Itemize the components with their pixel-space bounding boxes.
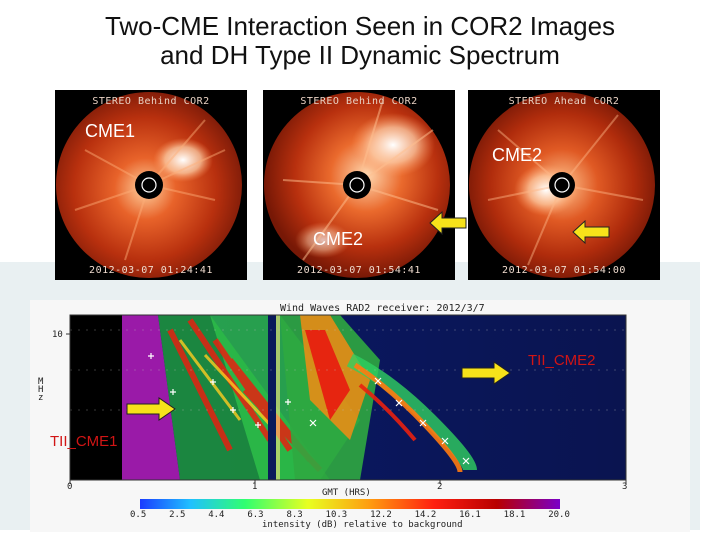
y-axis-label: MHz: [38, 377, 44, 403]
colorbar-tick: 18.1: [503, 510, 526, 520]
colorbar-tick: 20.0: [548, 510, 570, 520]
colorbar-tick: 12.2: [370, 510, 392, 520]
cor2-image-panel-1: STEREO Behind COR2 2012-03-07 01:24:41: [55, 90, 247, 280]
arrow-left-icon: [572, 219, 610, 245]
cme2-label-middle: CME2: [313, 229, 364, 249]
title-line-1: Two-CME Interaction Seen in COR2 Images: [104, 11, 616, 41]
colorbar-tick: 6.3: [247, 510, 264, 520]
colorbar-ticks: 0.5 2.5 4.4 6.3 8.3 10.3 12.2 14.2 16.1 …: [130, 510, 570, 520]
cor2-image-panel-3: STEREO Ahead COR2 2012-03-07 01:54:00: [468, 90, 660, 280]
dynamic-spectrum-figure: Wind Waves RAD2 receiver: 2012/3/7: [30, 300, 690, 532]
title-line-2: and DH Type II Dynamic Spectrum: [160, 40, 560, 70]
tii-cme1-label: TII_CME1: [50, 433, 118, 450]
tii-cme2-label: TII_CME2: [528, 352, 596, 369]
panel-1-top-caption: STEREO Behind COR2: [92, 96, 210, 107]
panel-2-top-caption: STEREO Behind COR2: [300, 96, 418, 107]
slide-title: Two-CME Interaction Seen in COR2 Images …: [30, 12, 690, 70]
x-axis-tick-1: 1: [252, 482, 258, 492]
x-axis-tick-0: 0: [67, 482, 73, 492]
x-axis-label: GMT (HRS): [322, 488, 371, 498]
panel-2-bottom-caption: 2012-03-07 01:54:41: [297, 265, 421, 276]
arrow-left-icon: [429, 210, 467, 236]
panel-3-top-caption: STEREO Ahead COR2: [508, 96, 620, 107]
x-axis-tick-2: 2: [437, 482, 443, 492]
colorbar-tick: 0.5: [130, 510, 147, 520]
spectrum-title: Wind Waves RAD2 receiver: 2012/3/7: [280, 303, 485, 314]
coronagraph-image-1: [56, 92, 242, 278]
colorbar-tick: 16.1: [459, 510, 481, 520]
arrow-right-icon: [461, 361, 511, 385]
colorbar-tick: 14.2: [414, 510, 437, 520]
colorbar-tick: 10.3: [325, 510, 348, 520]
spectrum-plot: [66, 314, 627, 509]
colorbar-tick: 2.5: [169, 510, 186, 520]
colorbar-tick: 4.4: [208, 510, 225, 520]
coronagraph-image-2: [264, 92, 450, 278]
panel-1-bottom-caption: 2012-03-07 01:24:41: [89, 265, 213, 276]
y-axis-tick-10: 10: [52, 330, 63, 340]
colorbar-label: intensity (dB) relative to background: [262, 520, 463, 530]
coronagraph-image-3: [469, 92, 655, 278]
cor2-image-panel-2: STEREO Behind COR2 2012-03-07 01:54:41: [263, 90, 455, 280]
cme2-label-right: CME2: [492, 145, 543, 165]
cme1-label: CME1: [85, 121, 136, 141]
arrow-right-icon: [126, 397, 176, 421]
colorbar-tick: 8.3: [286, 510, 303, 520]
panel-3-bottom-caption: 2012-03-07 01:54:00: [502, 265, 626, 276]
x-axis-tick-3: 3: [622, 482, 628, 492]
